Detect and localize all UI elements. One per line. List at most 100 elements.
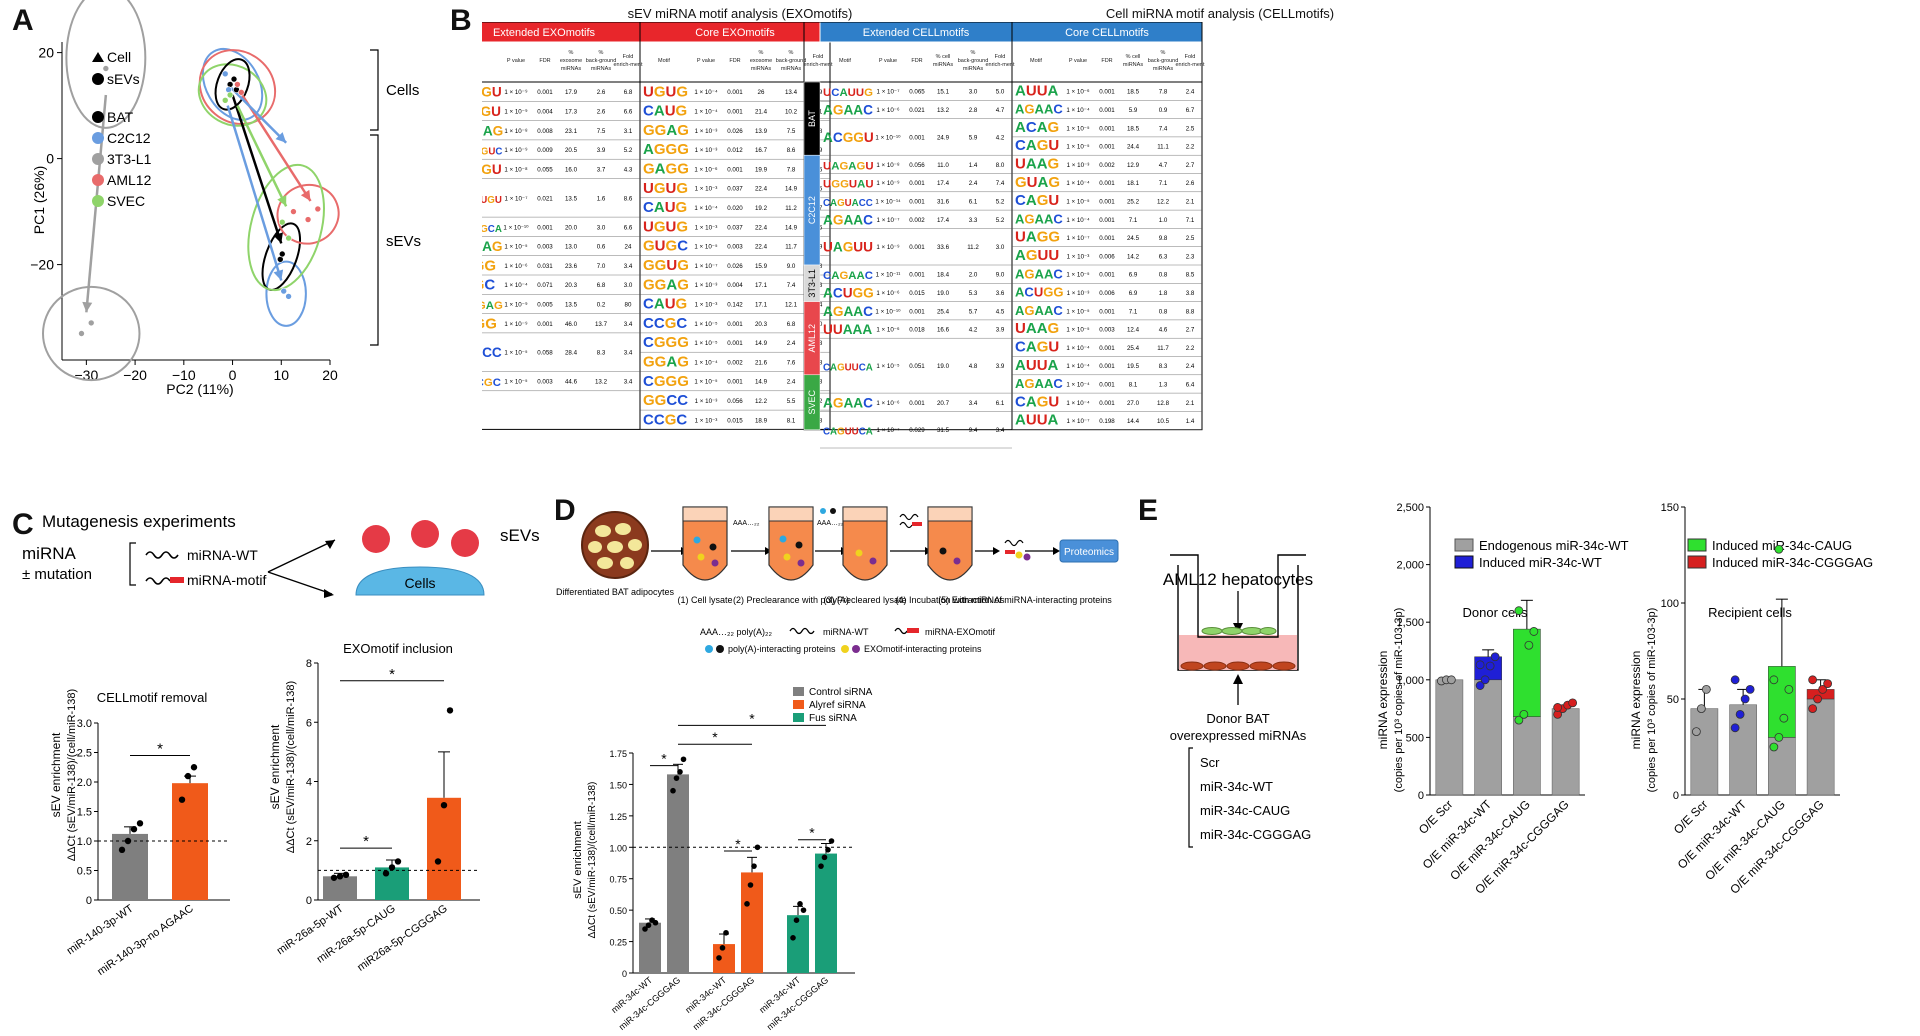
table-cell: 3.0 [996, 244, 1005, 251]
table-cell: 0.142 [727, 301, 743, 308]
table-cell: 1 × 10⁻³ [695, 147, 718, 154]
table-cell: 0.001 [1099, 89, 1115, 96]
table-cell: 2.4 [787, 379, 796, 386]
mirna-motif-squiggle-icon [145, 577, 171, 585]
table-cell: 1 × 10⁻⁵ [1066, 327, 1090, 334]
donor-cells-layer [1180, 661, 1296, 671]
protein-dot [797, 559, 805, 567]
table-cell: 1 × 10⁻⁶ [1066, 89, 1090, 96]
table-cell: 9.0 [996, 272, 1005, 279]
chartE1-y-tick-label: 0 [1418, 790, 1424, 802]
motif-logo: UCAUUG [823, 87, 873, 99]
table-cell: 0.001 [727, 321, 743, 328]
step-label-3: (3) Precleared lysate [823, 595, 906, 605]
legend-sevs: sEVs [107, 71, 140, 87]
table-col-header: % [1161, 50, 1166, 56]
table-cell: 1 × 10⁻¹⁰ [503, 224, 529, 231]
table-col-header: % [569, 50, 574, 56]
table-cell: 1 × 10⁻⁹ [504, 147, 528, 154]
table-cell: 0.021 [537, 195, 553, 202]
table-cell: 6.8 [597, 282, 606, 289]
table-cell: 13.5 [565, 301, 578, 308]
table-cell: 80 [625, 301, 632, 308]
table-cell: 0.003 [537, 379, 553, 386]
table-col-header: back-ground [586, 58, 617, 64]
table-cell: 12.8 [1157, 400, 1170, 407]
arrow-bat-head-icon [273, 232, 283, 244]
motif-logo: GGCC [643, 392, 688, 409]
motif-logo: AGAAC [823, 304, 873, 319]
table-cell: 14.2 [1127, 253, 1140, 260]
protein-dot [855, 549, 863, 557]
table-cell: 3.0 [969, 89, 978, 96]
bar-d-1-1 [741, 872, 763, 973]
table-cell: 18.1 [1127, 180, 1140, 187]
chartE2-point [1730, 675, 1740, 685]
arrow-to-cells-bottom [267, 571, 333, 595]
exomotif-protein-dot2-icon [852, 645, 860, 653]
table-cell: 16.0 [565, 166, 578, 173]
c2-ylabel-1: sEV enrichment [268, 724, 282, 809]
point-c1 [118, 846, 126, 854]
motif-red-tag [170, 577, 184, 583]
pca-point-aml12 [314, 205, 322, 213]
exomotif-red-tag [912, 522, 922, 526]
table-cell: 14.4 [1127, 418, 1140, 425]
pca-point-c2c12 [221, 70, 229, 78]
point-c1 [184, 772, 192, 780]
table-cell: 1 × 10⁻⁹ [876, 244, 900, 251]
table-cell: 8.0 [996, 162, 1005, 169]
step-label-5: (5) Extraction of miRNA-interacting prot… [938, 595, 1112, 605]
motif-logo: GGGAG [482, 123, 503, 138]
table-cell: 0.065 [909, 89, 925, 96]
table-cell: 19.2 [755, 205, 768, 212]
table-cell: 3.4 [624, 321, 633, 328]
table-cell: 0.001 [1099, 345, 1115, 352]
chartC1-y-tick-label: 0 [86, 895, 92, 907]
point-d [754, 844, 761, 851]
table-cell: 0.001 [909, 244, 925, 251]
tube-top-2 [768, 506, 814, 522]
table-col-header: FDR [1101, 58, 1112, 64]
motif-logo: UGUG [643, 83, 688, 100]
pca-x-tick-label: 10 [273, 367, 289, 383]
point-d [821, 854, 828, 861]
table-group-label: 3T3-L1 [807, 269, 817, 298]
table-cell: 16.7 [755, 147, 768, 154]
panel-letter-a: A [12, 4, 34, 37]
chartD-y-tick-label: 0.75 [609, 875, 627, 885]
point-d [670, 787, 676, 794]
chartE2-bar-endo-3 [1806, 698, 1835, 796]
panel-letter-c: C [12, 508, 34, 541]
point-d [797, 901, 803, 907]
table-cell: 8.3 [597, 350, 606, 357]
table-col-header: enrich-ment [1175, 62, 1205, 68]
table-cell: 14.9 [785, 186, 798, 193]
protein-dot [939, 547, 947, 555]
bar-c2-1 [375, 867, 409, 900]
chartE1-point [1480, 675, 1490, 685]
table-col-header: miRNAs [781, 66, 801, 72]
table-cell: 2.1 [1186, 400, 1195, 407]
chartC2-y-tick-label: 2 [306, 836, 312, 848]
panel-letter-b: B [450, 4, 472, 37]
table-cell: 9.4 [969, 427, 978, 434]
chartC1-y-tick-label: 1.5 [77, 807, 92, 819]
table-cell: 0.001 [1099, 308, 1115, 315]
table-cell: 0.001 [909, 180, 925, 187]
motif-logo: GGAG [643, 276, 689, 293]
e2-ylabel-2: (copies per 10³ copies of miR-103-3p) [1646, 608, 1658, 793]
table-cell: 19.5 [1127, 363, 1140, 370]
d-sig-star-1: * [735, 836, 741, 852]
table-cell: 0.9 [1159, 107, 1168, 114]
table-col-header: Motif [1030, 58, 1042, 64]
table-cell: 1.3 [1159, 381, 1168, 388]
table-cell: 31.6 [937, 198, 950, 205]
bar-c2-0 [323, 876, 357, 900]
motif-logo: UGUG [643, 180, 688, 197]
table-cell: 1.4 [1186, 418, 1195, 425]
table-cell: 4.3 [624, 166, 633, 173]
chartE2-point [1808, 675, 1818, 685]
motif-logo: AUUA [1015, 357, 1059, 374]
table-cell: 15.9 [755, 263, 768, 270]
